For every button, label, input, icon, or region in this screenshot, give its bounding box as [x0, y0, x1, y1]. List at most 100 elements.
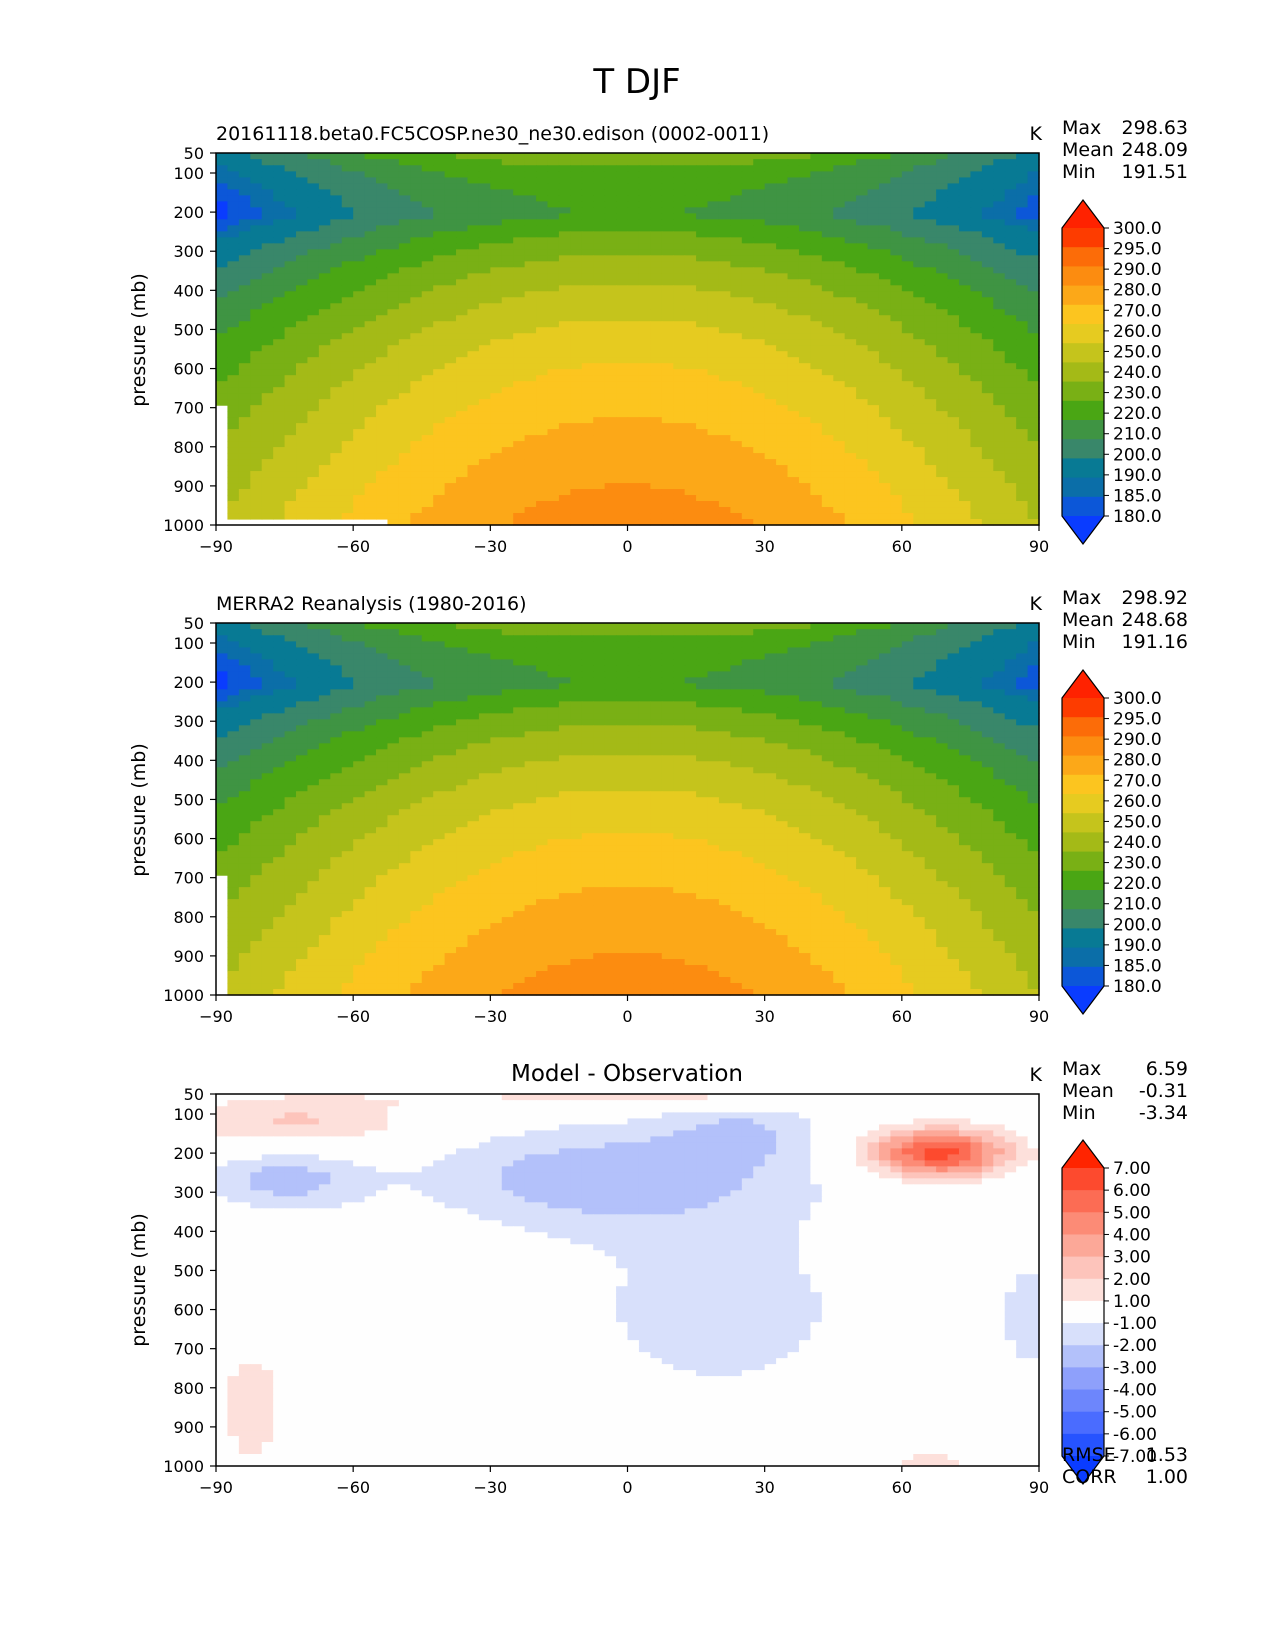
contour-cell: [341, 417, 354, 424]
contour-cell: [227, 357, 240, 364]
contour-cell: [387, 333, 400, 340]
contour-cell: [673, 629, 686, 636]
contour-cell: [376, 629, 389, 636]
contour-cell: [718, 519, 731, 526]
contour-cell: [513, 345, 526, 352]
contour-cell: [478, 477, 491, 484]
contour-cell: [478, 279, 491, 286]
contour-cell: [238, 237, 251, 244]
contour-cell: [821, 249, 834, 256]
contour-cell: [947, 177, 960, 185]
contour-cell: [547, 345, 560, 352]
contour-cell: [513, 381, 526, 388]
contour-cell: [261, 477, 274, 484]
contour-cell: [364, 183, 377, 190]
contour-cell: [524, 647, 537, 655]
contour-cell: [1016, 165, 1029, 172]
contour-cell: [296, 255, 309, 262]
contour-cell: [856, 519, 869, 526]
contour-cell: [730, 519, 743, 526]
contour-cell: [856, 291, 869, 298]
contour-cell: [993, 393, 1006, 400]
contour-cell: [741, 333, 754, 340]
contour-cell: [707, 411, 720, 418]
contour-cell: [398, 189, 411, 196]
contour-cell: [730, 339, 743, 346]
contour-cell: [478, 369, 491, 376]
contour-cell: [410, 659, 423, 666]
contour-cell: [936, 255, 949, 262]
contour-cell: [776, 321, 789, 328]
contour-cell: [753, 369, 766, 376]
contour-cell: [753, 411, 766, 418]
contour-cell: [490, 321, 503, 328]
contour-cell: [341, 333, 354, 340]
contour-cell: [284, 243, 297, 250]
contour-cell: [376, 273, 389, 280]
contour-cell: [901, 249, 914, 256]
contour-cell: [524, 333, 537, 340]
contour-cell: [958, 225, 972, 232]
contour-cell: [981, 225, 994, 232]
contour-cell: [216, 333, 229, 340]
contour-cell: [513, 357, 526, 364]
contour-cell: [398, 219, 411, 226]
contour-cell: [890, 153, 903, 160]
contour-cell: [296, 453, 309, 460]
contour-cell: [238, 201, 251, 208]
contour-cell: [330, 647, 343, 655]
contour-cell: [227, 623, 240, 630]
contour-cell: [718, 381, 731, 388]
contour-cell: [227, 243, 240, 250]
contour-cell: [947, 159, 960, 166]
contour-cell: [787, 249, 800, 256]
contour-cell: [570, 333, 583, 340]
contour-cell: [707, 201, 720, 208]
contour-cell: [604, 285, 617, 292]
contour-cell: [307, 489, 320, 496]
contour-cell: [238, 501, 251, 508]
contour-cell: [478, 423, 491, 430]
contour-cell: [558, 243, 571, 250]
contour-cell: [627, 381, 640, 388]
contour-cell: [730, 623, 743, 630]
contour-cell: [867, 189, 880, 196]
contour-cell: [273, 647, 286, 655]
contour-cell: [273, 471, 286, 478]
contour-cell: [353, 381, 366, 388]
contour-cell: [570, 345, 583, 352]
x-tick-label: 30: [754, 537, 774, 556]
contour-cell: [867, 647, 880, 655]
contour-cell: [878, 513, 891, 520]
contour-cell: [513, 459, 526, 466]
contour-cell: [238, 333, 251, 340]
contour-cell: [901, 333, 914, 340]
contour-cell: [387, 207, 400, 214]
contour-cell: [1016, 369, 1029, 376]
contour-cell: [1027, 183, 1040, 190]
contour-cell: [238, 507, 251, 514]
contour-cell: [238, 195, 251, 202]
contour-cell: [524, 183, 537, 190]
contour-cell: [364, 441, 377, 448]
contour-cell: [661, 249, 674, 256]
contour-cell: [901, 237, 914, 244]
contour-cell: [444, 327, 457, 334]
contour-cell: [467, 647, 480, 655]
stat-max-label: Max: [1062, 587, 1101, 609]
contour-cell: [901, 279, 914, 286]
contour-cell: [353, 177, 366, 185]
contour-cell: [798, 465, 811, 472]
contour-cell: [661, 423, 674, 430]
contour-cell: [1004, 453, 1017, 460]
contour-cell: [844, 411, 857, 418]
contour-cell: [410, 255, 423, 262]
contour-cell: [970, 623, 983, 630]
contour-cell: [444, 495, 457, 502]
contour-cell: [718, 183, 731, 190]
contour-cell: [844, 465, 857, 472]
contour-cell: [433, 429, 446, 436]
contour-cell: [307, 393, 320, 400]
contour-cell: [753, 177, 766, 185]
colorbar-swatch: [1062, 324, 1104, 344]
